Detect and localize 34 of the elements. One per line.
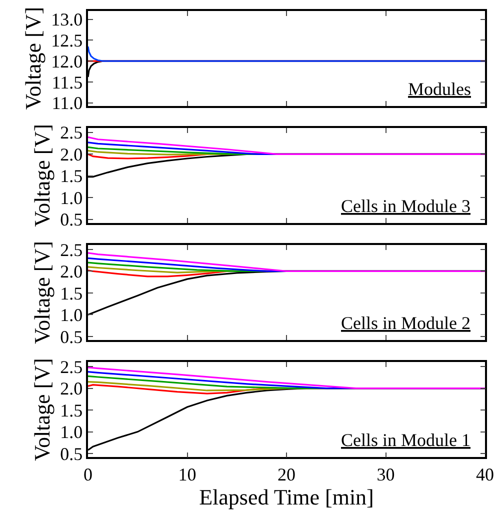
y-tick-label: 12.5	[51, 30, 83, 51]
y-tick-label: 0.5	[60, 210, 83, 230]
annotation: Cells in Module 2	[341, 313, 470, 333]
y-axis-title: Voltage [V]	[20, 6, 46, 110]
annotation: Modules	[408, 79, 471, 99]
x-axis-title: Elapsed Time [min]	[199, 484, 374, 510]
y-tick-label: 11.5	[52, 72, 83, 92]
y-tick-label: 0.5	[60, 444, 83, 464]
y-tick-label: 12.0	[51, 51, 83, 72]
y-axis-title: Voltage [V]	[29, 241, 54, 344]
y-axis-title: Voltage [V]	[29, 124, 54, 227]
y-axis-title: Voltage [V]	[29, 358, 54, 462]
y-tick-label: 0.5	[60, 326, 83, 347]
y-tick-label: 1.0	[60, 305, 83, 326]
y-tick-label: 2.0	[60, 144, 83, 164]
x-tick-label: 0	[84, 464, 92, 484]
x-tick-label: 10	[178, 464, 196, 484]
annotation: Cells in Module 1	[341, 430, 470, 450]
y-tick-label: 13.0	[51, 10, 83, 30]
y-tick-label: 2.5	[60, 356, 83, 377]
y-tick-label: 2.5	[60, 240, 83, 260]
x-tick-label: 40	[476, 464, 494, 484]
y-tick-label: 11.0	[52, 93, 83, 114]
y-tick-label: 1.0	[60, 422, 83, 442]
y-tick-label: 1.5	[60, 400, 83, 420]
y-tick-label: 2.0	[60, 262, 83, 282]
x-tick-label: 20	[278, 464, 296, 484]
y-tick-label: 1.5	[60, 283, 83, 304]
y-tick-label: 2.0	[60, 378, 83, 399]
y-tick-label: 1.0	[60, 188, 83, 208]
x-tick-label: 30	[376, 464, 395, 484]
annotation: Cells in Module 3	[341, 196, 470, 216]
y-tick-label: 2.5	[60, 122, 83, 143]
y-tick-label: 1.5	[60, 166, 83, 186]
